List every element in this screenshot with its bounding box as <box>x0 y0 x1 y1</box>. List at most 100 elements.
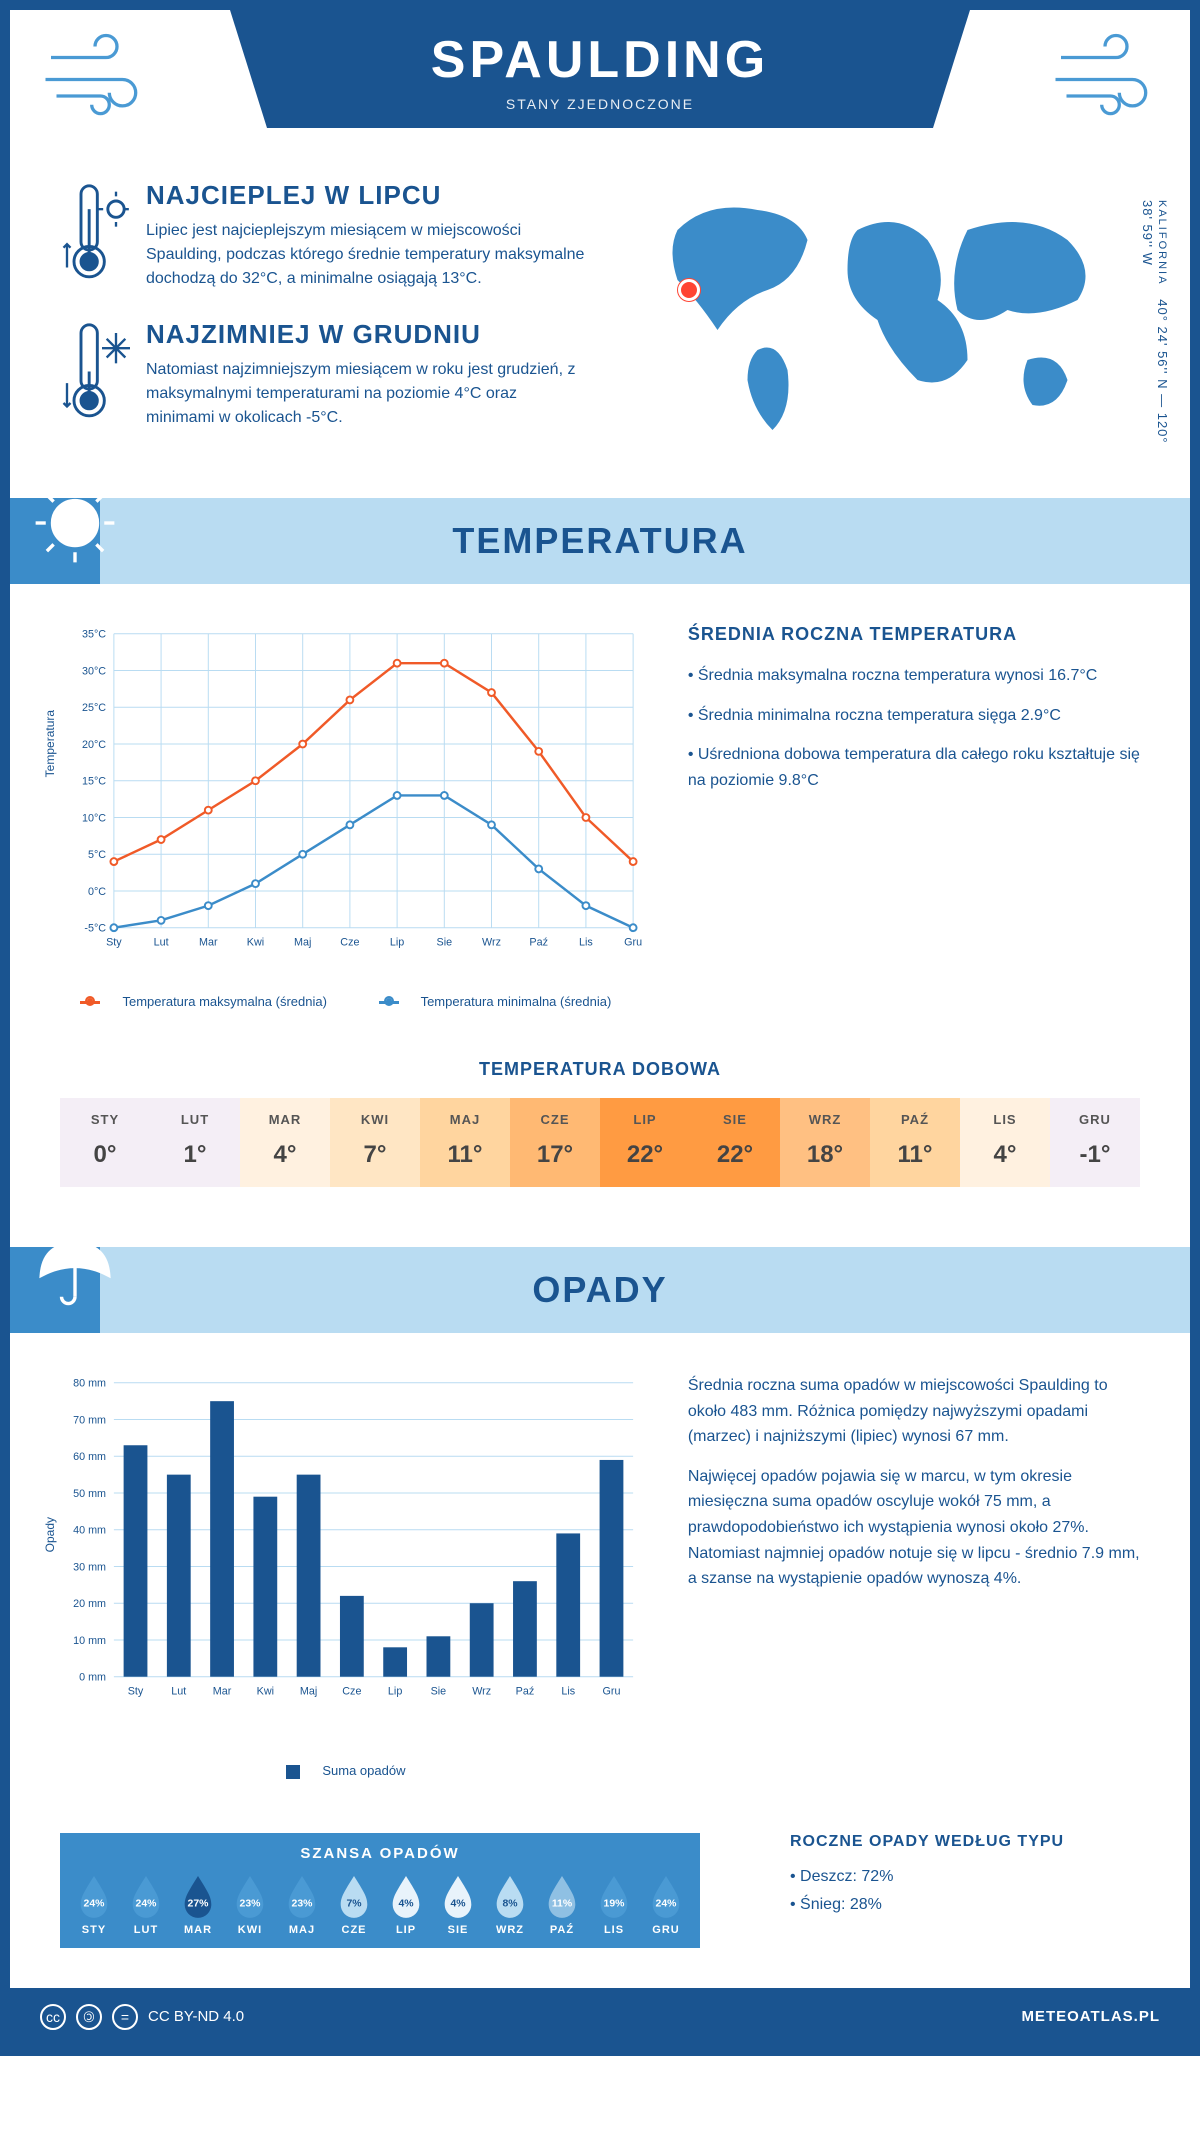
svg-text:Kwi: Kwi <box>257 1685 274 1697</box>
svg-text:25°C: 25°C <box>82 702 106 714</box>
svg-text:-5°C: -5°C <box>84 923 106 935</box>
daily-temp-cell: MAR4° <box>240 1098 330 1187</box>
intro-text-column: NAJCIEPLEJ W LIPCU Lipiec jest najcieple… <box>60 180 585 458</box>
precip-rain: • Deszcz: 72% <box>790 1863 1064 1892</box>
region-label: KALIFORNIA <box>1156 200 1168 285</box>
precip-text-2: Najwięcej opadów pojawia się w marcu, w … <box>688 1464 1140 1592</box>
svg-text:Wrz: Wrz <box>472 1685 491 1697</box>
svg-text:15°C: 15°C <box>82 776 106 788</box>
warmest-block: NAJCIEPLEJ W LIPCU Lipiec jest najcieple… <box>60 180 585 291</box>
svg-text:Gru: Gru <box>624 936 642 948</box>
header-wrap: SPAULDING STANY ZJEDNOCZONE <box>10 10 1190 150</box>
chance-drop: 24% STY <box>68 1872 120 1936</box>
chance-drop: 4% LIP <box>380 1872 432 1936</box>
intro-section: NAJCIEPLEJ W LIPCU Lipiec jest najcieple… <box>10 150 1190 478</box>
svg-text:Kwi: Kwi <box>247 936 264 948</box>
temp-y-axis-label: Temperatura <box>43 710 57 777</box>
by-icon: 🄯 <box>76 2004 102 2030</box>
daily-temp-cell: STY0° <box>60 1098 150 1187</box>
precip-type-title: ROCZNE OPADY WEDŁUG TYPU <box>790 1833 1064 1851</box>
svg-text:Sty: Sty <box>128 1685 144 1697</box>
svg-text:50 mm: 50 mm <box>73 1488 106 1500</box>
site-name: METEOATLAS.PL <box>1021 2008 1160 2025</box>
daily-temp-cell: LUT1° <box>150 1098 240 1187</box>
chance-title: SZANSA OPADÓW <box>60 1845 700 1862</box>
temperature-section-header: TEMPERATURA <box>10 498 1190 584</box>
svg-text:60 mm: 60 mm <box>73 1451 106 1463</box>
daily-temp-cell: PAŹ11° <box>870 1098 960 1187</box>
precip-text-1: Średnia roczna suma opadów w miejscowośc… <box>688 1373 1140 1450</box>
svg-text:Sie: Sie <box>437 936 453 948</box>
svg-text:Cze: Cze <box>342 1685 361 1697</box>
license-block: cc 🄯 = CC BY-ND 4.0 <box>40 2004 244 2030</box>
svg-text:20°C: 20°C <box>82 739 106 751</box>
chance-drop: 7% CZE <box>328 1872 380 1936</box>
svg-text:35°C: 35°C <box>82 629 106 641</box>
svg-text:Lip: Lip <box>390 936 404 948</box>
precip-legend: Suma opadów <box>60 1763 648 1779</box>
precip-bar-chart: Opady 0 mm10 mm20 mm30 mm40 mm50 mm60 mm… <box>60 1373 648 1779</box>
svg-text:40 mm: 40 mm <box>73 1525 106 1537</box>
precip-section-header: OPADY <box>10 1247 1190 1333</box>
warmest-title: NAJCIEPLEJ W LIPCU <box>146 180 585 211</box>
svg-text:Mar: Mar <box>199 936 218 948</box>
warmest-text: Lipiec jest najcieplejszym miesiącem w m… <box>146 219 585 291</box>
precip-y-axis-label: Opady <box>43 1517 57 1552</box>
country-subtitle: STANY ZJEDNOCZONE <box>230 96 970 112</box>
chance-drop: 24% LUT <box>120 1872 172 1936</box>
daily-temp-cell: KWI7° <box>330 1098 420 1187</box>
wind-icon-left <box>40 30 150 120</box>
svg-text:0°C: 0°C <box>88 886 106 898</box>
svg-text:5°C: 5°C <box>88 849 106 861</box>
daily-temp-cell: CZE17° <box>510 1098 600 1187</box>
wind-icon-right <box>1050 30 1160 120</box>
svg-text:24%: 24% <box>656 1898 677 1909</box>
svg-text:8%: 8% <box>502 1898 517 1909</box>
coldest-title: NAJZIMNIEJ W GRUDNIU <box>146 319 585 350</box>
page-frame: SPAULDING STANY ZJEDNOCZONE NAJCIEPLEJ W… <box>0 0 1200 2056</box>
precip-type-block: ROCZNE OPADY WEDŁUG TYPU • Deszcz: 72% •… <box>790 1809 1064 1921</box>
svg-text:30 mm: 30 mm <box>73 1561 106 1573</box>
coordinates-label: KALIFORNIA 40° 24' 56'' N — 120° 38' 59'… <box>1140 200 1170 458</box>
chance-drop: 11% PAŹ <box>536 1872 588 1936</box>
svg-text:19%: 19% <box>604 1898 625 1909</box>
map-column: KALIFORNIA 40° 24' 56'' N — 120° 38' 59'… <box>615 180 1140 458</box>
temp-legend: Temperatura maksymalna (średnia) Tempera… <box>60 994 648 1009</box>
temperature-line-chart: Temperatura -5°C0°C5°C10°C15°C20°C25°C30… <box>60 624 648 1009</box>
chance-drops-row: 24% STY 24% LUT 27% MAR 23% KWI <box>60 1872 700 1936</box>
footer: cc 🄯 = CC BY-ND 4.0 METEOATLAS.PL <box>10 1988 1190 2046</box>
svg-text:Cze: Cze <box>340 936 359 948</box>
svg-text:Lis: Lis <box>579 936 593 948</box>
svg-text:Lut: Lut <box>171 1685 186 1697</box>
license-text: CC BY-ND 4.0 <box>148 2008 244 2025</box>
daily-temp-grid: STY0° LUT1° MAR4° KWI7° MAJ11° CZE17° LI… <box>60 1098 1140 1187</box>
svg-text:11%: 11% <box>552 1898 572 1909</box>
temperature-chart-row: Temperatura -5°C0°C5°C10°C15°C20°C25°C30… <box>10 584 1190 1039</box>
svg-text:4%: 4% <box>398 1898 413 1909</box>
svg-text:Maj: Maj <box>294 936 311 948</box>
avg-max-text: • Średnia maksymalna roczna temperatura … <box>688 663 1140 689</box>
svg-text:23%: 23% <box>292 1898 313 1909</box>
svg-text:10 mm: 10 mm <box>73 1635 106 1647</box>
svg-text:Paź: Paź <box>516 1685 535 1697</box>
svg-text:10°C: 10°C <box>82 812 106 824</box>
location-marker <box>678 279 700 301</box>
coldest-text: Natomiast najzimniejszym miesiącem w rok… <box>146 358 585 430</box>
svg-text:Paź: Paź <box>529 936 548 948</box>
svg-text:Sty: Sty <box>106 936 122 948</box>
title-banner: SPAULDING STANY ZJEDNOCZONE <box>230 10 970 128</box>
world-map <box>615 180 1140 440</box>
nd-icon: = <box>112 2004 138 2030</box>
chance-drop: 24% GRU <box>640 1872 692 1936</box>
chance-drop: 19% LIS <box>588 1872 640 1936</box>
svg-text:70 mm: 70 mm <box>73 1414 106 1426</box>
temp-averages-text: ŚREDNIA ROCZNA TEMPERATURA • Średnia mak… <box>688 624 1140 1009</box>
daily-temp-cell: GRU-1° <box>1050 1098 1140 1187</box>
svg-text:7%: 7% <box>346 1898 361 1909</box>
daily-temp-cell: LIP22° <box>600 1098 690 1187</box>
svg-text:Sie: Sie <box>431 1685 447 1697</box>
svg-text:27%: 27% <box>188 1898 209 1909</box>
svg-text:24%: 24% <box>84 1898 105 1909</box>
daily-temp-title: TEMPERATURA DOBOWA <box>60 1059 1140 1080</box>
cc-icon: cc <box>40 2004 66 2030</box>
